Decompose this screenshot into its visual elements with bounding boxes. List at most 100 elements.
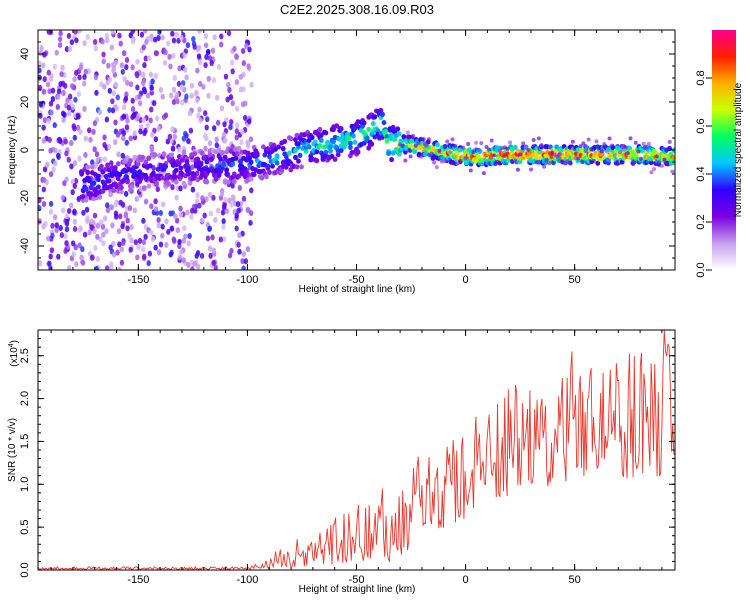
spectrogram-cell (104, 116, 110, 123)
spectrogram-cell (38, 67, 42, 74)
spectrogram-cell (110, 98, 115, 105)
spectrogram-cell (144, 39, 149, 46)
spectrogram-cell (90, 159, 95, 166)
spectrogram-y-axis-label: Frequency (Hz) (7, 116, 18, 185)
spectrogram-cell (120, 223, 125, 230)
spectrogram-cell (134, 72, 140, 79)
spectrogram-cell (419, 154, 424, 159)
spectrogram-cell (424, 143, 429, 148)
spectrogram-cell (670, 169, 675, 174)
spectrogram-cell (141, 86, 147, 93)
spectrogram-cell (251, 171, 257, 177)
spectrogram-cell (166, 181, 172, 187)
spectrogram-cell (453, 143, 458, 148)
spectrogram-cell (234, 134, 239, 141)
spectrogram-cell (64, 213, 70, 220)
spectrogram-cell (215, 94, 220, 101)
spectrogram-cell (214, 142, 219, 149)
spectrogram-cell (60, 64, 65, 71)
spectrogram-cell (160, 201, 166, 208)
spectrogram-cell (194, 198, 200, 205)
spectrogram-cell (65, 97, 70, 104)
spectrogram-cell (129, 223, 134, 230)
spectrogram-cell (46, 235, 51, 242)
spectrogram-cell (347, 144, 353, 150)
spectrogram-cell (267, 169, 272, 176)
spectrogram-cell (181, 225, 187, 232)
spectrogram-cell (411, 133, 416, 138)
spectrogram-cell (58, 30, 63, 37)
spectrogram-cell (146, 260, 151, 267)
spectrogram-cell (505, 146, 510, 151)
spectrogram-cell (112, 165, 118, 171)
spectrogram-cell (160, 223, 165, 230)
spectrogram-cell (141, 44, 146, 51)
spectrogram-cell (70, 189, 75, 196)
spectrogram-cell (389, 156, 395, 163)
spectrogram-x-tick-label: 0 (463, 274, 469, 286)
spectrogram-cell (219, 105, 225, 112)
spectrogram-cell (227, 197, 232, 204)
spectrogram-cell (241, 195, 247, 202)
spectrogram-cell (102, 83, 107, 90)
spectrogram-cell (173, 213, 178, 220)
spectrogram-cell (163, 49, 168, 56)
spectrogram-cell (50, 96, 56, 103)
spectrogram-cell (50, 222, 55, 229)
spectrogram-cell (223, 196, 228, 203)
spectrogram-cell (186, 261, 191, 268)
spectrogram-cell (176, 146, 182, 153)
spectrogram-cell (129, 184, 135, 190)
spectrogram-cell (492, 153, 497, 158)
spectrogram-cell (123, 190, 129, 197)
spectrogram-cell (429, 151, 434, 156)
spectrogram-cell (177, 238, 182, 245)
spectrogram-cell (189, 82, 195, 89)
spectrogram-cell (59, 232, 65, 239)
spectrogram-cell (534, 160, 539, 165)
spectrogram-cell (72, 182, 77, 189)
spectrogram-y-ticks: -40 -20 0 20 40 (19, 29, 675, 271)
spectrogram-cell (366, 126, 372, 132)
spectrogram-cell (328, 148, 333, 154)
spectrogram-cell (161, 151, 167, 157)
spectrogram-cell (87, 229, 92, 236)
spectrogram-cell (124, 91, 129, 98)
spectrogram-cell (231, 196, 236, 203)
spectrogram-cell (192, 151, 198, 157)
spectrogram-cell (85, 217, 90, 224)
spectrogram-cell (186, 240, 191, 247)
spectrogram-cell (497, 148, 502, 153)
spectrogram-cell (174, 91, 180, 98)
spectrogram-cell (132, 154, 138, 160)
spectrogram-cell (128, 246, 133, 253)
spectrogram-cell (395, 126, 401, 132)
spectrogram-cell (214, 136, 219, 143)
spectrogram-cell (234, 151, 240, 157)
spectrogram-cell (178, 185, 183, 192)
spectrogram-cell (460, 145, 465, 150)
spectrogram-cell (557, 152, 562, 157)
spectrogram-cell (163, 112, 169, 119)
spectrogram-cell (200, 195, 205, 202)
spectrogram-cell (211, 194, 216, 201)
snr-panel: -150 -100 -50 0 50 0.0 0.5 1.0 1.5 2.0 2.5 Height… (7, 329, 676, 595)
spectrogram-cell (222, 154, 228, 160)
spectrogram-cell (148, 117, 153, 124)
spectrogram-cell (85, 169, 91, 176)
spectrogram-cell (335, 152, 341, 158)
spectrogram-cell (195, 67, 200, 74)
spectrogram-cell (113, 59, 119, 66)
spectrogram-cell (361, 120, 367, 126)
spectrogram-panel: -150 -100 -50 0 50 -40 -20 0 20 40 Height of str… (7, 29, 676, 295)
spectrogram-cell (109, 204, 114, 211)
colorbar: 0.0 0.2 0.4 0.6 0.8 Normalized spectral ampl… (695, 30, 744, 278)
spectrogram-cell (240, 101, 246, 108)
spectrogram-cell (218, 236, 224, 243)
spectrogram-cell (274, 160, 280, 166)
spectrogram-cell (153, 73, 159, 80)
spectrogram-cell (205, 235, 211, 242)
spectrogram-cell (160, 175, 165, 181)
spectrogram-cell (466, 141, 471, 146)
colorbar-tick-label: 0.4 (695, 166, 707, 181)
